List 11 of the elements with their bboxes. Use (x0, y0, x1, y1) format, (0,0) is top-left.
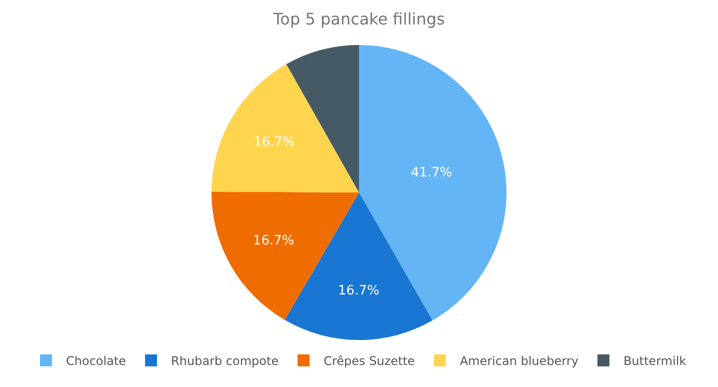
legend-label: Chocolate (66, 354, 126, 368)
legend-label: Crêpes Suzette (324, 354, 415, 368)
legend-label: Rhubarb compote (171, 354, 279, 368)
legend-label: American blueberry (460, 354, 578, 368)
data-label: 41.7% (410, 166, 452, 181)
data-label: 16.7% (252, 234, 294, 249)
pie-slice (212, 64, 359, 192)
chart-title: Top 5 pancake fillings (272, 10, 445, 29)
legend-label: Buttermilk (623, 354, 686, 368)
data-label: 16.7% (254, 135, 295, 150)
data-label: 16.7% (338, 283, 380, 298)
